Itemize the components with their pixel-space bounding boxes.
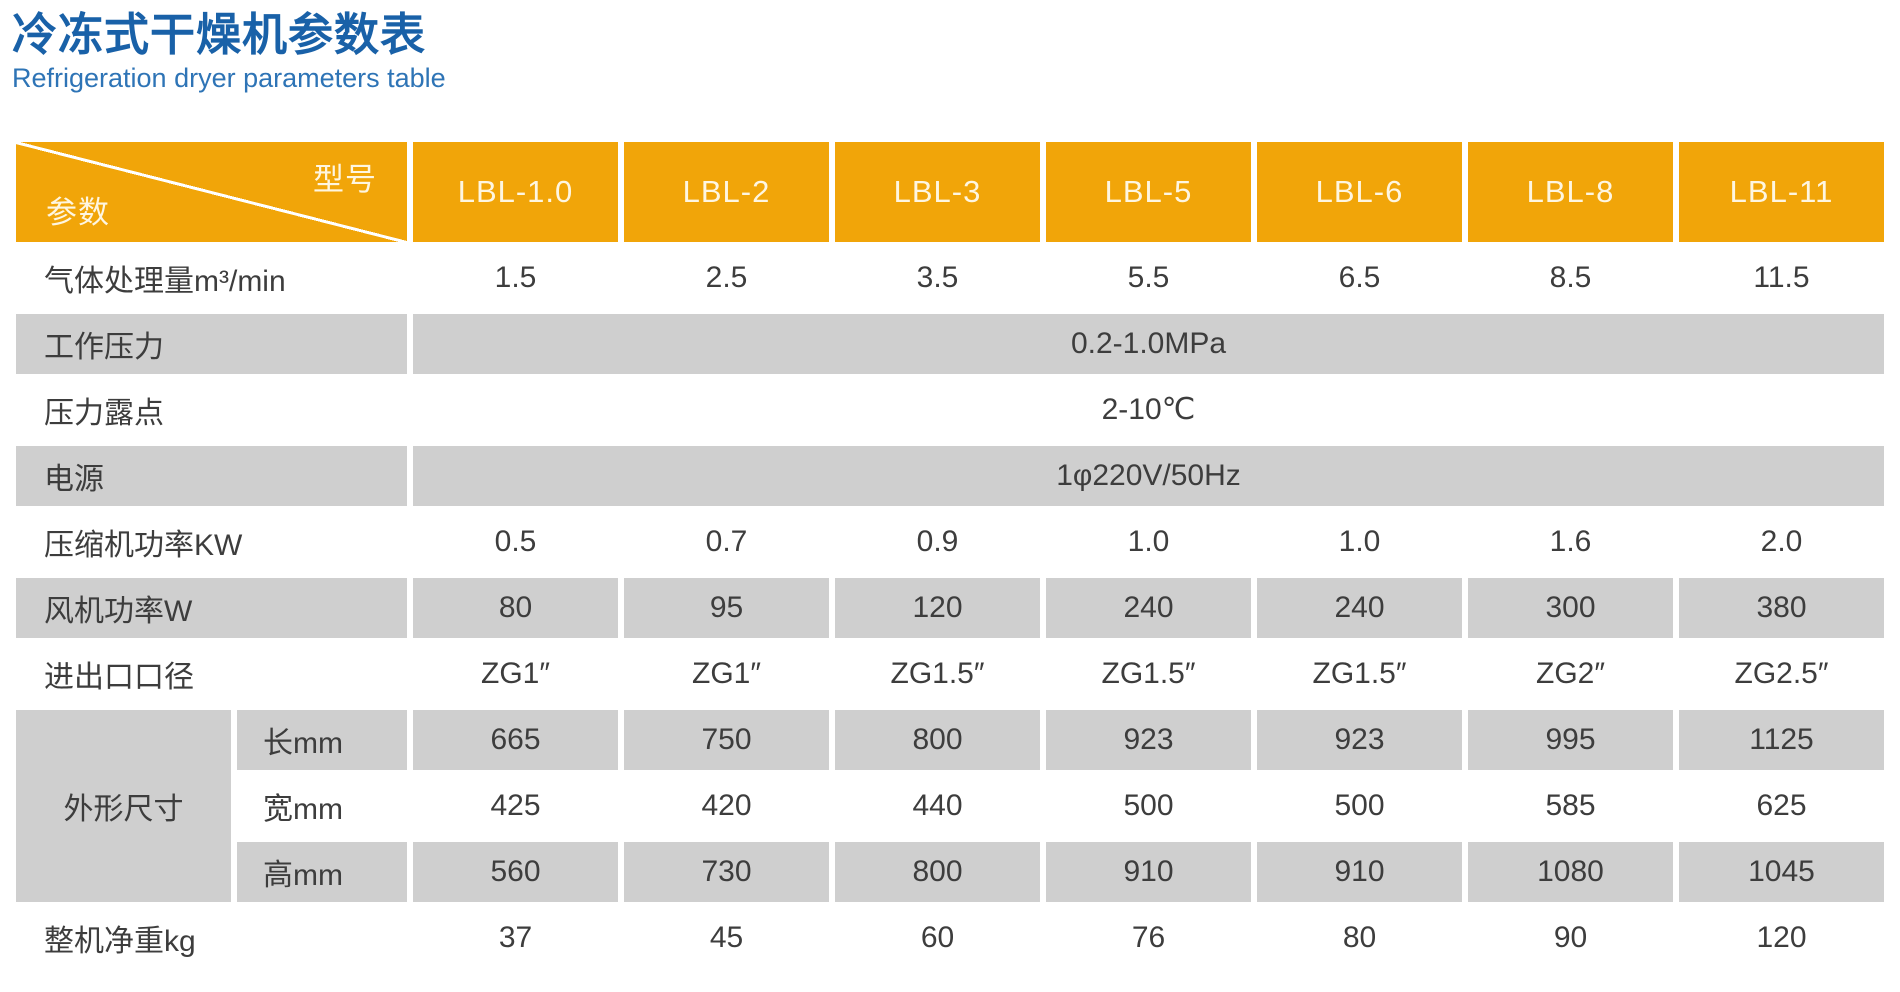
span-value-cell: 0.2-1.0MPa	[413, 313, 1884, 374]
value-cell: 11.5	[1679, 247, 1884, 308]
value-cell: 45	[624, 907, 829, 968]
span-value-cell: 2-10℃	[413, 379, 1884, 440]
page-subtitle: Refrigeration dryer parameters table	[12, 62, 446, 93]
value-cell: 665	[413, 709, 618, 770]
value-cell: 910	[1257, 841, 1462, 902]
value-cell: 910	[1046, 841, 1251, 902]
value-cell: 76	[1046, 907, 1251, 968]
table-row-working-pressure: 工作压力 0.2-1.0MPa	[16, 313, 1884, 374]
param-label-cell: 电源	[16, 445, 407, 506]
model-header-cell: LBL-11	[1679, 141, 1884, 242]
value-cell: 0.9	[835, 511, 1040, 572]
value-cell: 3.5	[835, 247, 1040, 308]
value-cell: 585	[1468, 775, 1673, 836]
span-value-cell: 1φ220V/50Hz	[413, 445, 1884, 506]
table-row-compressor-power: 压缩机功率KW 0.5 0.7 0.9 1.0 1.0 1.6 2.0	[16, 511, 1884, 572]
value-cell: 923	[1046, 709, 1251, 770]
corner-header-cell: 型号 参数	[16, 141, 407, 242]
value-cell: 95	[624, 577, 829, 638]
value-cell: 2.0	[1679, 511, 1884, 572]
value-cell: 120	[835, 577, 1040, 638]
value-cell: 300	[1468, 577, 1673, 638]
table-row-dew-point: 压力露点 2-10℃	[16, 379, 1884, 440]
value-cell: 625	[1679, 775, 1884, 836]
model-header-cell: LBL-8	[1468, 141, 1673, 242]
model-header-cell: LBL-2	[624, 141, 829, 242]
value-cell: 90	[1468, 907, 1673, 968]
dimension-sublabel-cell: 高mm	[237, 841, 407, 902]
dimension-sublabel-cell: 长mm	[237, 709, 407, 770]
table-row-port-size: 进出口口径 ZG1″ ZG1″ ZG1.5″ ZG1.5″ ZG1.5″ ZG2…	[16, 643, 1884, 704]
value-cell: 560	[413, 841, 618, 902]
param-label-cell: 压缩机功率KW	[16, 511, 407, 572]
value-cell: 80	[413, 577, 618, 638]
value-cell: 0.5	[413, 511, 618, 572]
param-label-cell: 气体处理量m³/min	[16, 247, 407, 308]
value-cell: 60	[835, 907, 1040, 968]
value-cell: 0.7	[624, 511, 829, 572]
value-cell: ZG1.5″	[835, 643, 1040, 704]
value-cell: ZG1.5″	[1257, 643, 1462, 704]
value-cell: 380	[1679, 577, 1884, 638]
table-row-dimension-width: 宽mm 425 420 440 500 500 585 625	[16, 775, 1884, 836]
value-cell: 750	[624, 709, 829, 770]
dimension-sublabel-cell: 宽mm	[237, 775, 407, 836]
value-cell: 1125	[1679, 709, 1884, 770]
title-block: 冷冻式干燥机参数表 Refrigeration dryer parameters…	[0, 0, 1900, 94]
value-cell: 500	[1257, 775, 1462, 836]
value-cell: 120	[1679, 907, 1884, 968]
value-cell: 1.6	[1468, 511, 1673, 572]
parameters-table: 型号 参数 LBL-1.0 LBL-2 LBL-3 LBL-5 LBL-6 LB…	[10, 136, 1890, 974]
value-cell: 800	[835, 841, 1040, 902]
value-cell: ZG2.5″	[1679, 643, 1884, 704]
value-cell: 923	[1257, 709, 1462, 770]
value-cell: 1045	[1679, 841, 1884, 902]
value-cell: 2.5	[624, 247, 829, 308]
value-cell: 240	[1046, 577, 1251, 638]
param-label-cell: 压力露点	[16, 379, 407, 440]
value-cell: 80	[1257, 907, 1462, 968]
value-cell: 1.5	[413, 247, 618, 308]
param-label-cell: 工作压力	[16, 313, 407, 374]
table-row-power-supply: 电源 1φ220V/50Hz	[16, 445, 1884, 506]
value-cell: 8.5	[1468, 247, 1673, 308]
value-cell: ZG1.5″	[1046, 643, 1251, 704]
value-cell: 420	[624, 775, 829, 836]
page-title: 冷冻式干燥机参数表	[12, 9, 427, 60]
model-header-cell: LBL-3	[835, 141, 1040, 242]
value-cell: ZG1″	[624, 643, 829, 704]
param-label-cell: 进出口口径	[16, 643, 407, 704]
model-header-cell: LBL-6	[1257, 141, 1462, 242]
model-header-cell: LBL-5	[1046, 141, 1251, 242]
param-label-cell: 风机功率W	[16, 577, 407, 638]
value-cell: 240	[1257, 577, 1462, 638]
value-cell: 425	[413, 775, 618, 836]
value-cell: 1.0	[1046, 511, 1251, 572]
header-row: 型号 参数 LBL-1.0 LBL-2 LBL-3 LBL-5 LBL-6 LB…	[16, 141, 1884, 242]
value-cell: 800	[835, 709, 1040, 770]
value-cell: 1080	[1468, 841, 1673, 902]
param-label-cell: 整机净重kg	[16, 907, 407, 968]
table-row-dimension-height: 高mm 560 730 800 910 910 1080 1045	[16, 841, 1884, 902]
value-cell: 6.5	[1257, 247, 1462, 308]
value-cell: 5.5	[1046, 247, 1251, 308]
table-row-fan-power: 风机功率W 80 95 120 240 240 300 380	[16, 577, 1884, 638]
corner-model-label: 型号	[313, 161, 377, 197]
table-row-air-capacity: 气体处理量m³/min 1.5 2.5 3.5 5.5 6.5 8.5 11.5	[16, 247, 1884, 308]
value-cell: 500	[1046, 775, 1251, 836]
value-cell: 730	[624, 841, 829, 902]
value-cell: 37	[413, 907, 618, 968]
model-header-cell: LBL-1.0	[413, 141, 618, 242]
value-cell: 995	[1468, 709, 1673, 770]
value-cell: 440	[835, 775, 1040, 836]
table-row-net-weight: 整机净重kg 37 45 60 76 80 90 120	[16, 907, 1884, 968]
value-cell: ZG1″	[413, 643, 618, 704]
dimension-group-cell: 外形尺寸	[16, 709, 231, 902]
corner-param-label: 参数	[46, 194, 110, 230]
value-cell: ZG2″	[1468, 643, 1673, 704]
value-cell: 1.0	[1257, 511, 1462, 572]
table-row-dimension-length: 外形尺寸 长mm 665 750 800 923 923 995 1125	[16, 709, 1884, 902]
